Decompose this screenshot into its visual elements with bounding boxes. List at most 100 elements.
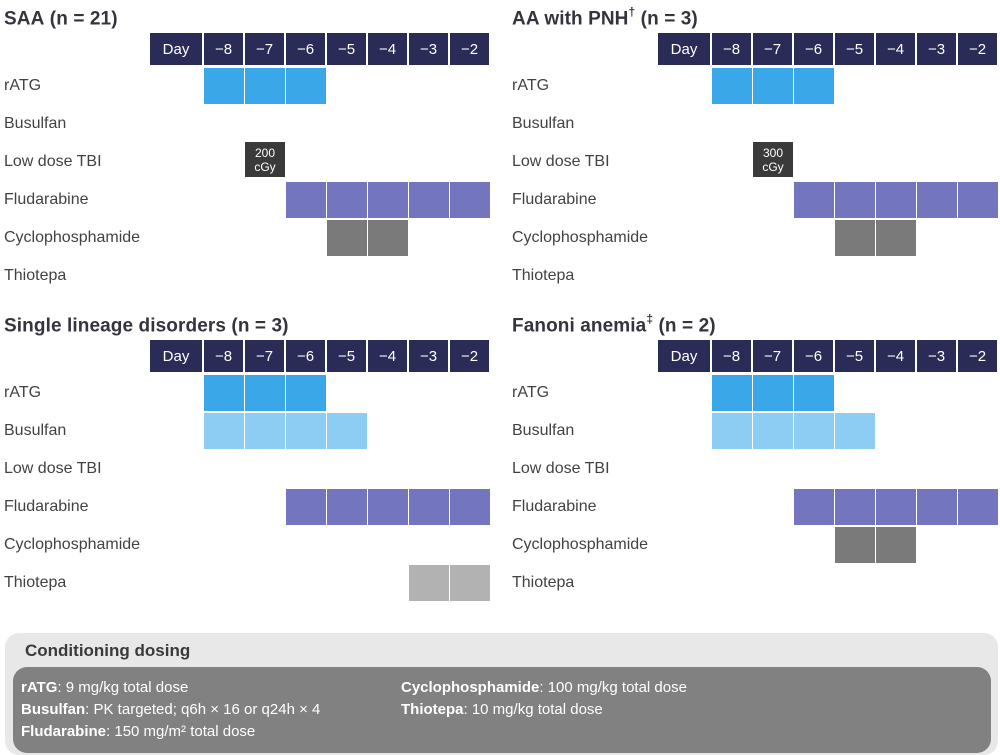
panel-aa-with-pnh: AA with PNH† (n = 3) Day −8 −7 −6 −5 −4 −3 −2 rA… — [508, 0, 1000, 300]
panel-title: Single lineage disorders (n = 3) — [4, 313, 289, 337]
dosing-box-body: rATG: 9 mg/kg total dose Busulfan: PK tar… — [13, 667, 991, 753]
dosing-drug-name: rATG — [21, 679, 58, 696]
drug-row-label: Cyclophosphamide — [4, 536, 141, 553]
panel-title-text: SAA — [4, 8, 45, 30]
dose-cell — [753, 375, 793, 411]
day-header-cell: −2 — [958, 33, 997, 65]
day-header-label: Day — [658, 33, 710, 65]
conditioning-dosing-box: Conditioning dosing rATG: 9 mg/kg total … — [5, 633, 998, 755]
drug-row-label: Thiotepa — [512, 574, 575, 591]
day-header-cell: −5 — [327, 340, 366, 372]
panel-title-count: (n = 3) — [226, 315, 289, 337]
day-header-cell: −4 — [368, 340, 407, 372]
day-header-cell: −6 — [794, 340, 833, 372]
day-header-cell: −6 — [286, 33, 325, 65]
dose-cell — [794, 413, 834, 449]
schedule-grid: Day −8 −7 −6 −5 −4 −3 −2 rATG Busulfan Low dose TB… — [508, 307, 1000, 607]
drug-row-label: Low dose TBI — [4, 460, 102, 477]
dose-cell — [286, 375, 326, 411]
day-header-cell: −3 — [409, 340, 448, 372]
schedule-grid: Day −8 −7 −6 −5 −4 −3 −2 rATG Busulfan Low dose TB… — [0, 0, 492, 300]
drug-row-label: Busulfan — [512, 422, 575, 439]
dose-cell — [794, 489, 834, 525]
day-header-cell: −2 — [450, 340, 489, 372]
drug-row-label: Busulfan — [4, 115, 67, 132]
day-header-cell: −5 — [327, 33, 366, 65]
dose-cell — [753, 413, 793, 449]
drug-row-label: Low dose TBI — [512, 460, 610, 477]
dose-cell — [327, 413, 367, 449]
panel-title-footnote-mark: ‡ — [646, 312, 654, 326]
dose-cell — [753, 68, 793, 104]
dose-cell — [245, 413, 285, 449]
schedule-grid: Day −8 −7 −6 −5 −4 −3 −2 rATG Busulfan Low dose TB… — [0, 307, 492, 607]
panel-title-text: Single lineage disorders — [4, 315, 227, 337]
tbi-dose-unit: cGy — [762, 159, 784, 174]
dose-cell — [958, 182, 998, 218]
dose-cell — [712, 68, 752, 104]
day-header-label: Day — [150, 340, 202, 372]
drug-row-label: Thiotepa — [4, 267, 67, 284]
dosing-column-right: Cyclophosphamide: 100 mg/kg total dose Th… — [401, 677, 687, 753]
dose-cell — [876, 489, 916, 525]
dosing-line: rATG: 9 mg/kg total dose — [21, 677, 401, 699]
schedule-grid: Day −8 −7 −6 −5 −4 −3 −2 rATG Busulfan Low dose TB… — [508, 0, 1000, 300]
day-header-cell: −8 — [712, 33, 751, 65]
dose-cell — [409, 489, 449, 525]
dosing-drug-name: Busulfan — [21, 701, 86, 718]
dosing-drug-detail: : 100 mg/kg total dose — [539, 679, 687, 696]
day-header-cell: −7 — [753, 33, 792, 65]
panel-title-count: (n = 3) — [635, 8, 698, 30]
day-header-cell: −5 — [835, 33, 874, 65]
day-header-cell: −3 — [917, 33, 956, 65]
drug-row-label: Busulfan — [512, 115, 575, 132]
drug-row-label: rATG — [4, 384, 42, 401]
dose-cell — [917, 182, 957, 218]
dosing-drug-name: Thiotepa — [401, 701, 464, 718]
dosing-drug-detail: : 10 mg/kg total dose — [463, 701, 603, 718]
dosing-drug-name: Fludarabine — [21, 723, 107, 740]
dosing-drug-detail: : PK targeted; q6h × 16 or q24h × 4 — [85, 701, 321, 718]
dose-cell — [245, 375, 285, 411]
dose-cell — [450, 489, 490, 525]
dosing-line: Busulfan: PK targeted; q6h × 16 or q24h … — [21, 699, 401, 721]
tbi-dose-value: 300 — [762, 145, 784, 160]
dose-cell — [286, 413, 326, 449]
dose-cell — [835, 413, 875, 449]
day-header-cell: −2 — [958, 340, 997, 372]
drug-row-label: Fludarabine — [4, 191, 89, 208]
panel-title-footnote-mark: † — [628, 5, 636, 19]
panel-title-count: (n = 21) — [44, 8, 118, 30]
dosing-line: Thiotepa: 10 mg/kg total dose — [401, 699, 687, 721]
dose-cell — [286, 182, 326, 218]
drug-row-label: rATG — [4, 77, 42, 94]
day-header-cell: −6 — [794, 33, 833, 65]
dose-cell — [712, 413, 752, 449]
drug-row-label: Thiotepa — [512, 267, 575, 284]
dose-cell — [409, 182, 449, 218]
panel-title-text: AA with PNH — [512, 8, 629, 30]
dosing-line: Fludarabine: 150 mg/m² total dose — [21, 721, 401, 743]
panel-saa: SAA (n = 21) Day −8 −7 −6 −5 −4 −3 −2 rATG Busulf… — [0, 0, 492, 300]
dose-cell — [286, 489, 326, 525]
dosing-box-title: Conditioning dosing — [25, 641, 191, 660]
drug-row-label: Low dose TBI — [4, 153, 102, 170]
dosing-column-left: rATG: 9 mg/kg total dose Busulfan: PK tar… — [21, 677, 401, 753]
day-header-cell: −4 — [876, 340, 915, 372]
day-header-cell: −8 — [204, 340, 243, 372]
day-header-cell: −7 — [753, 340, 792, 372]
drug-row-label: Fludarabine — [4, 498, 89, 515]
dose-cell — [835, 489, 875, 525]
dose-cell — [712, 375, 752, 411]
day-header-cell: −8 — [712, 340, 751, 372]
panel-title: SAA (n = 21) — [4, 6, 118, 30]
drug-row-label: Cyclophosphamide — [4, 229, 141, 246]
dose-cell — [204, 413, 244, 449]
dose-cell — [327, 182, 367, 218]
dose-cell — [204, 68, 244, 104]
day-header-cell: −6 — [286, 340, 325, 372]
day-header-cell: −5 — [835, 340, 874, 372]
dose-cell — [286, 68, 326, 104]
dose-cell — [835, 220, 875, 256]
drug-row-label: Thiotepa — [4, 574, 67, 591]
